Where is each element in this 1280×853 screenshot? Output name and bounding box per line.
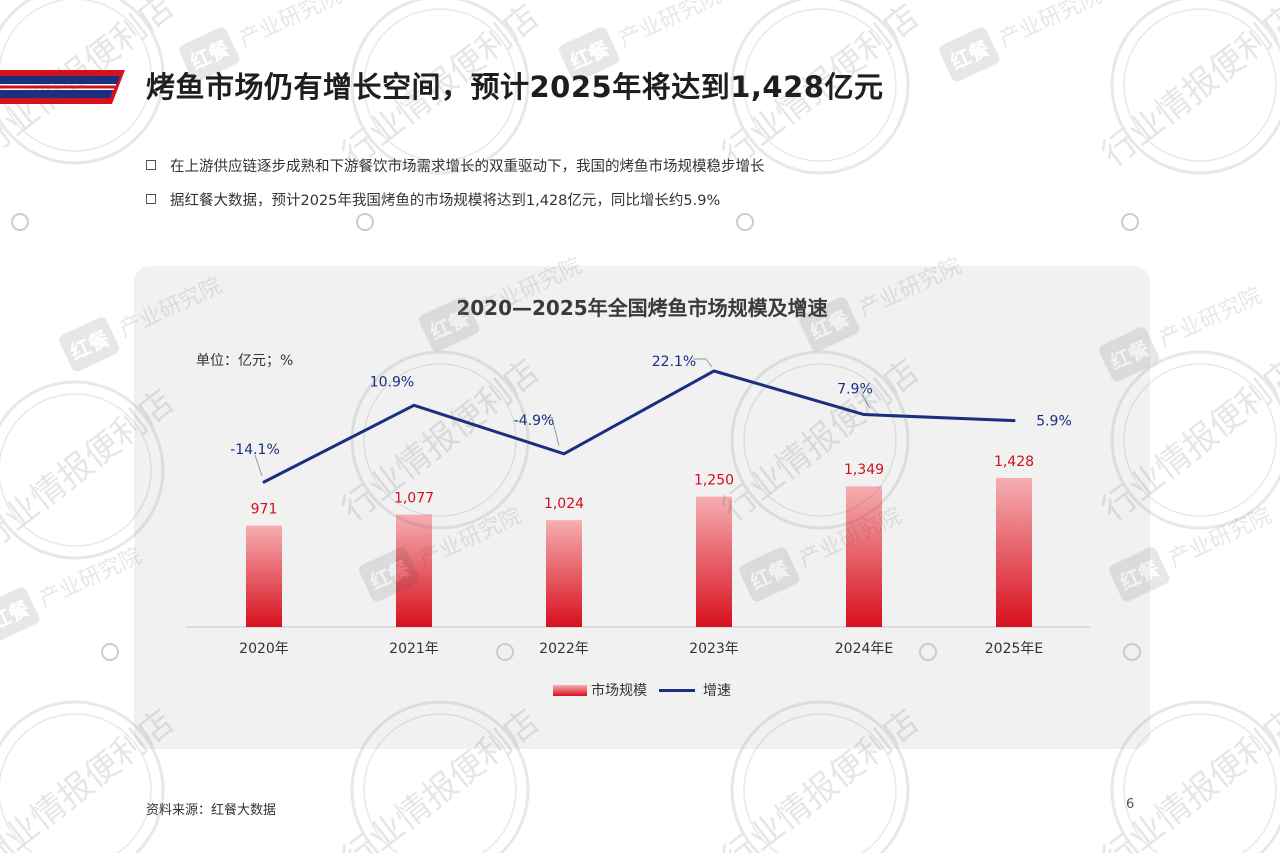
title-accent-bar [0,70,125,104]
growth-line [263,369,1015,484]
growth-leader-line [693,358,713,368]
x-tick-label: 2021年 [389,641,439,657]
footer-source: 资料来源：红餐大数据 [146,803,277,818]
chart-card [134,266,1150,749]
growth-value-label: 22.1% [652,354,696,370]
legend-label: 市场规模 [591,683,647,699]
legend-swatch-line [659,688,695,692]
bar-value-label: 1,428 [994,454,1034,470]
bar-1 [246,525,282,627]
growth-value-label: -4.9% [514,413,555,429]
legend-swatch-bar [553,684,587,696]
growth-point-5 [862,413,866,417]
growth-value-label: 5.9% [1036,414,1072,430]
growth-leader-line [254,454,263,477]
x-tick-label: 2022年 [539,641,589,657]
bar-6 [996,478,1032,627]
growth-point-4 [712,369,716,373]
bar-value-label: 1,077 [394,491,434,507]
legend-label: 增速 [703,683,731,699]
growth-point-1 [262,480,266,484]
chart-legend: 市场规模 增速 [134,680,1150,700]
bullet-square-icon [146,160,156,170]
bar-value-label: 1,024 [544,496,584,512]
chart-unit-label: 单位：亿元；% [196,353,294,369]
bullet-text: 在上游供应链逐步成熟和下游餐饮市场需求增长的双重驱动下，我国的烤鱼市场规模稳步增… [170,158,765,175]
bar-value-label: 1,349 [844,462,884,478]
legend-item-bar: 市场规模 [553,680,647,700]
growth-leader-line [861,394,871,409]
chart-title: 2020—2025年全国烤鱼市场规模及增速 [456,296,828,320]
bar-4 [696,496,732,627]
bullet-square-icon [146,194,156,204]
bullet-list: 在上游供应链逐步成熟和下游餐饮市场需求增长的双重驱动下，我国的烤鱼市场规模稳步增… [146,148,1146,216]
growth-value-label: 7.9% [837,382,873,398]
x-tick-label: 2020年 [239,641,289,657]
growth-value-label: -14.1% [230,442,280,458]
bar-5 [846,486,882,627]
growth-point-3 [562,452,566,456]
bar-3 [546,520,582,627]
growth-value-label: 10.9% [370,374,414,390]
bullet-item: 据红餐大数据，预计2025年我国烤鱼的市场规模将达到1,428亿元，同比增长约5… [146,182,1146,216]
bar-2 [396,514,432,627]
x-tick-label: 2023年 [689,641,739,657]
growth-leader-line [546,417,560,446]
legend-item-line: 增速 [659,680,731,700]
x-tick-label: 2024年E [835,641,893,657]
bullet-text: 据红餐大数据，预计2025年我国烤鱼的市场规模将达到1,428亿元，同比增长约5… [170,192,721,209]
bullet-item: 在上游供应链逐步成熟和下游餐饮市场需求增长的双重驱动下，我国的烤鱼市场规模稳步增… [146,148,1146,182]
growth-point-2 [412,403,416,407]
bar-value-label: 971 [251,502,278,518]
x-tick-label: 2025年E [985,641,1043,657]
page-number: 6 [1126,797,1135,812]
bar-value-label: 1,250 [694,473,734,489]
page-title: 烤鱼市场仍有增长空间，预计2025年将达到1,428亿元 [146,70,884,104]
growth-point-6 [1012,419,1016,423]
